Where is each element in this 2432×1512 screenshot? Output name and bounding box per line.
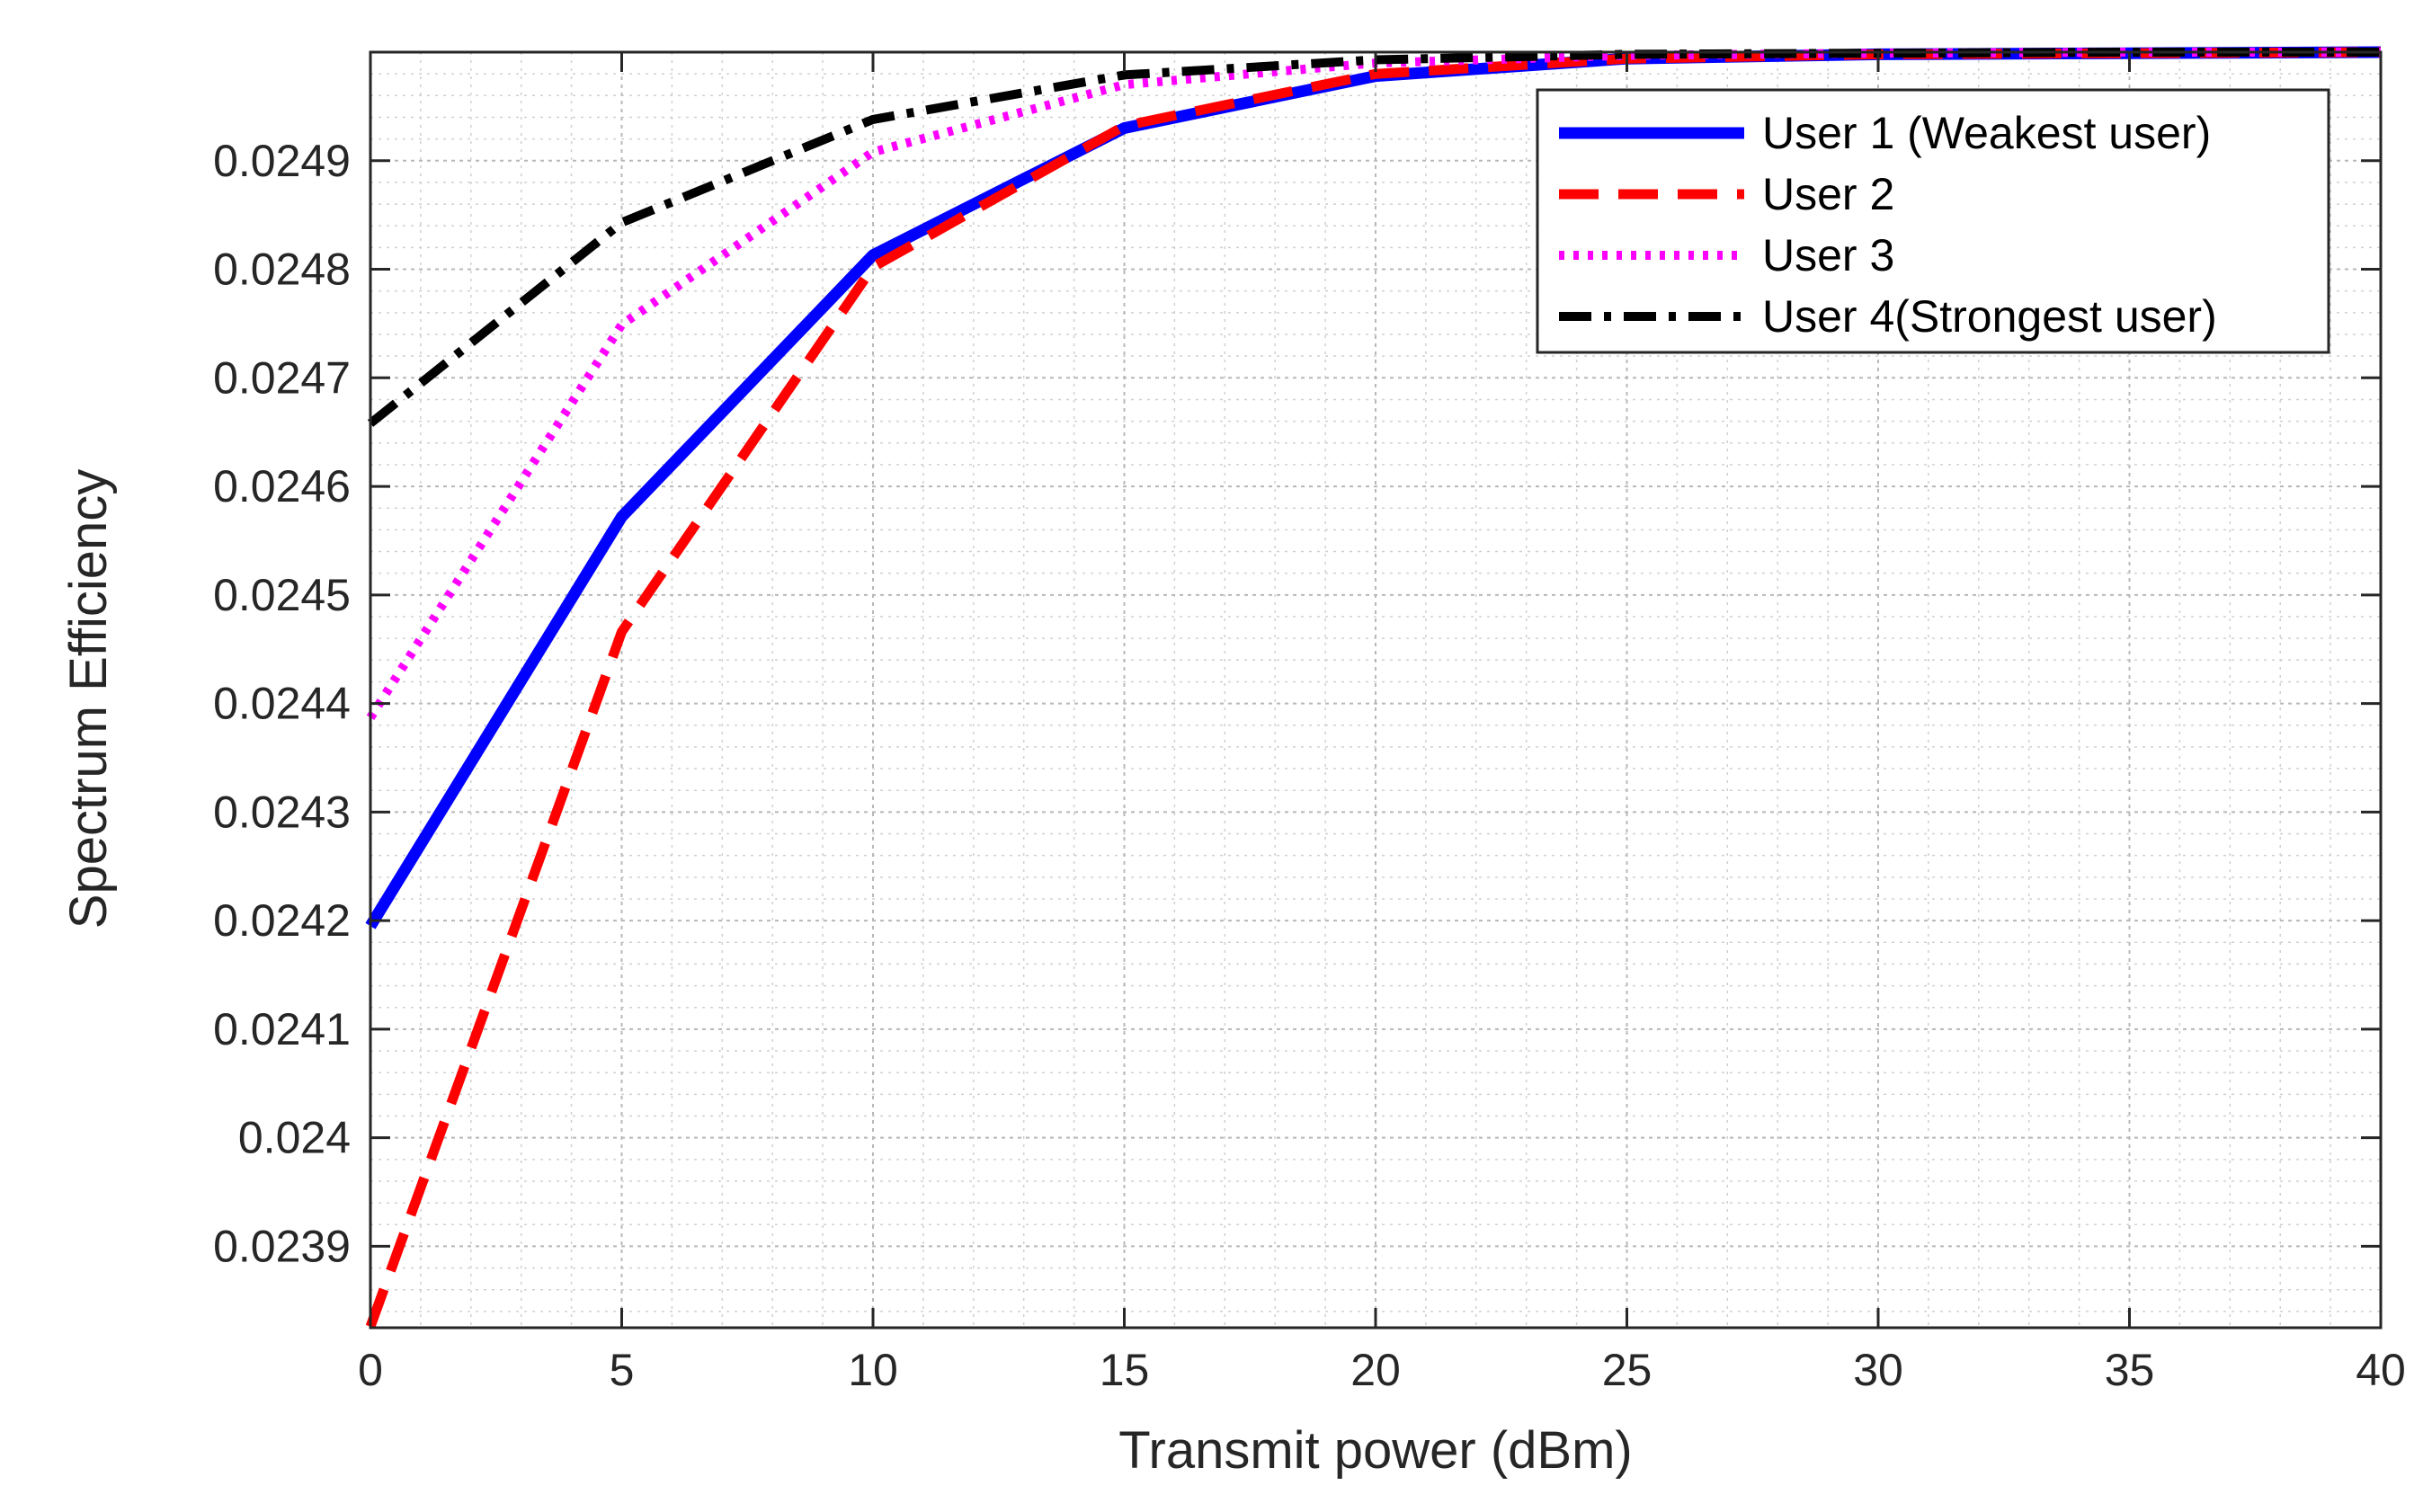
ticks: [369, 52, 2383, 1328]
x-tick-label: 40: [2356, 1345, 2406, 1395]
x-tick-label: 25: [1602, 1345, 1653, 1395]
x-tick-label: 5: [610, 1345, 635, 1395]
x-tick-label: 0: [358, 1345, 383, 1395]
y-tick-label: 0.0239: [213, 1221, 351, 1271]
legend-label-user-1: User 1 (Weakest user): [1762, 108, 2211, 158]
x-tick-label: 10: [848, 1345, 898, 1395]
legend: User 1 (Weakest user) User 2 User 3 User 4(…: [1536, 88, 2330, 354]
x-axis-label: Transmit power (dBm): [1118, 1421, 1633, 1480]
legend-label-user-3: User 3: [1762, 230, 1894, 280]
y-tick-label: 0.0242: [213, 895, 351, 946]
x-tick-label: 35: [2105, 1345, 2155, 1395]
x-tick-label: 30: [1853, 1345, 1903, 1395]
y-tick-label: 0.024: [238, 1113, 351, 1163]
y-tick-label: 0.0248: [213, 245, 351, 295]
x-tick-label: 20: [1350, 1345, 1401, 1395]
legend-label-user-4: User 4(Strongest user): [1762, 291, 2217, 342]
y-axis-label: Spectrum Efficiency: [59, 469, 118, 929]
y-tick-label: 0.0241: [213, 1004, 351, 1054]
y-tick-label: 0.0245: [213, 570, 351, 620]
y-tick-label: 0.0249: [213, 136, 351, 186]
x-tick-label: 15: [1100, 1345, 1150, 1395]
y-tick-label: 0.0243: [213, 787, 351, 837]
y-tick-label: 0.0247: [213, 352, 351, 403]
y-tick-label: 0.0244: [213, 679, 351, 729]
y-tick-label: 0.0246: [213, 461, 351, 511]
y-tick-labels: 0.0239 0.024 0.0241 0.0242 0.0243 0.0244 0.024…: [213, 136, 351, 1272]
x-tick-labels: 0 5 10 15 20 25 30 35 40: [358, 1345, 2406, 1395]
legend-label-user-2: User 2: [1762, 169, 1894, 219]
